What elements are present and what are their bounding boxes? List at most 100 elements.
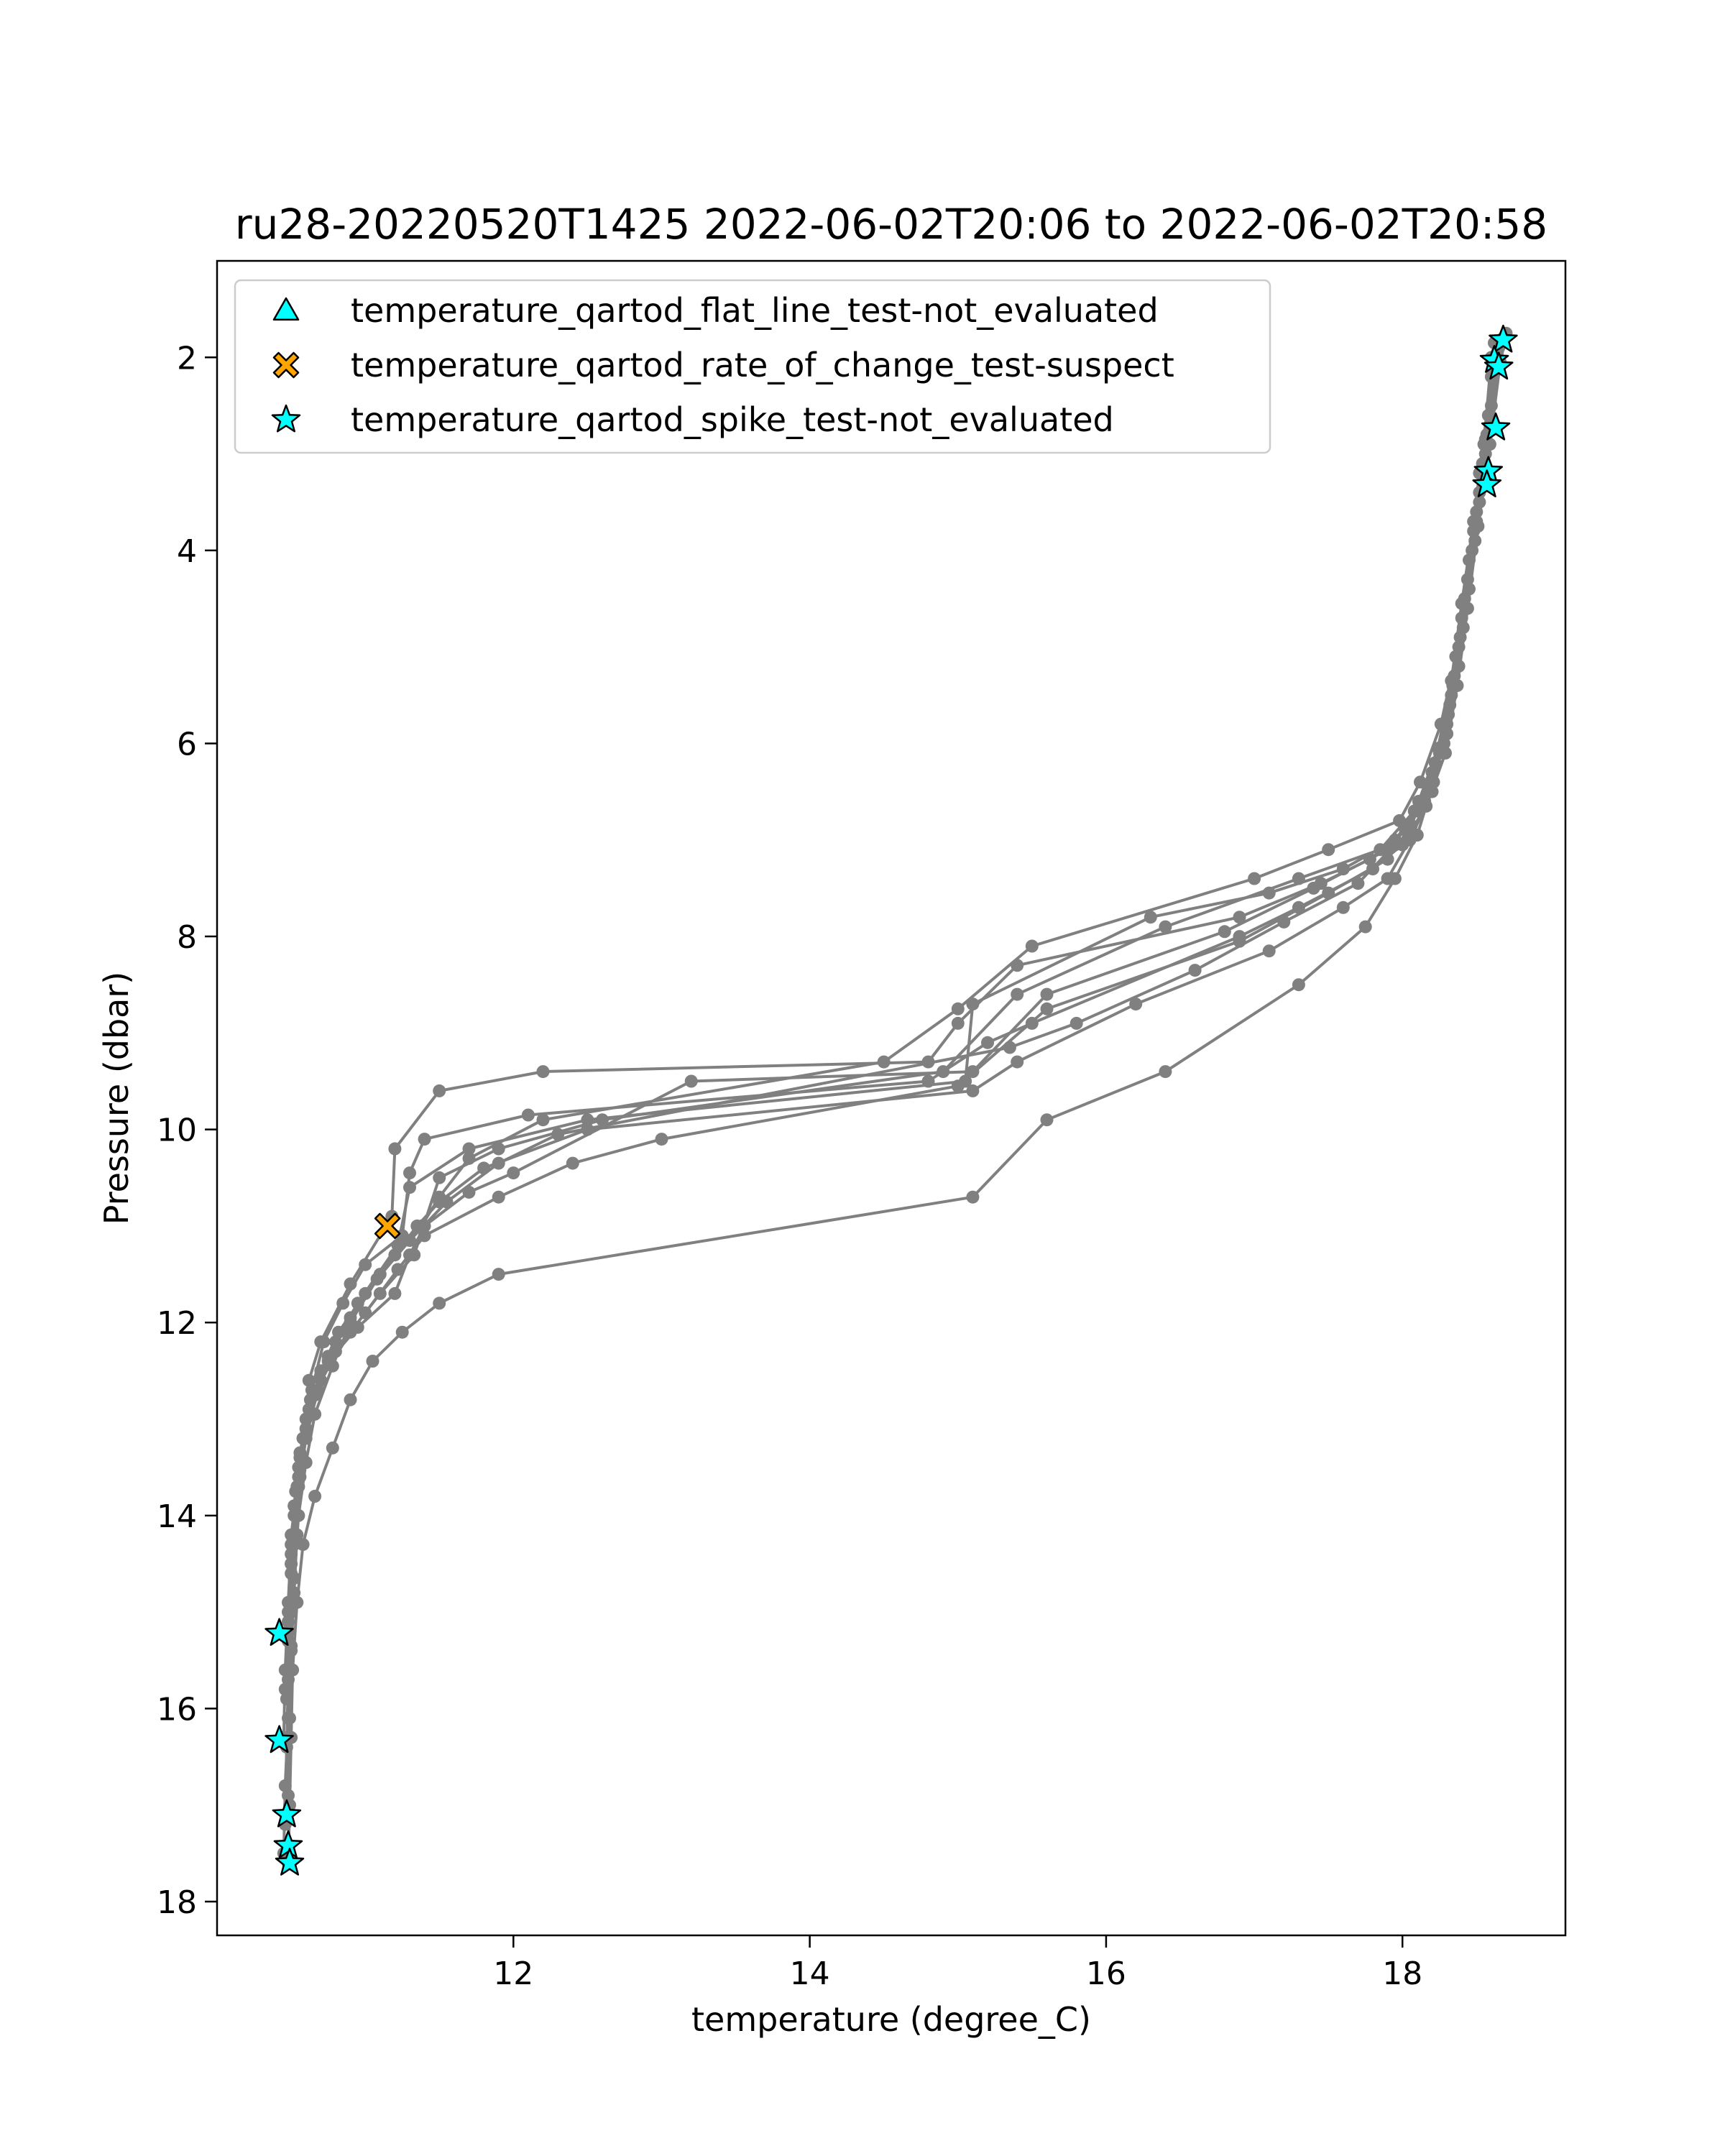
profile-line-9	[287, 376, 1493, 1632]
x-tick-label: 14	[790, 1955, 830, 1992]
profile-point	[966, 1084, 980, 1097]
profile-point	[1248, 872, 1261, 885]
plot-frame	[216, 259, 1567, 1937]
profile-point	[410, 1219, 424, 1233]
y-tick-label: 16	[157, 1691, 197, 1728]
profile-point	[1144, 911, 1157, 924]
profile-point	[1040, 1113, 1054, 1127]
y-axis: 2 4 6 8 10 12 14 16 18	[157, 340, 217, 1921]
y-tick-label: 14	[157, 1498, 197, 1535]
legend-label: temperature_qartod_rate_of_change_test-s…	[351, 346, 1174, 384]
profile-line-4	[287, 347, 1501, 1632]
profile-point	[359, 1306, 372, 1319]
y-tick-label: 4	[177, 533, 197, 570]
legend-label: temperature_qartod_flat_line_test-not_ev…	[351, 291, 1159, 330]
x-tick-label: 16	[1086, 1955, 1126, 1992]
star-flag-marker	[275, 1848, 305, 1876]
profile-point	[1262, 944, 1276, 958]
profile-point	[462, 1142, 476, 1156]
profile-point	[1358, 920, 1372, 934]
x-tick-label: 18	[1382, 1955, 1422, 1992]
profile-point	[1129, 998, 1143, 1011]
profile-point	[388, 1286, 402, 1300]
profile-point	[536, 1113, 550, 1127]
profile-point	[566, 1156, 579, 1170]
profile-point	[326, 1441, 339, 1455]
star-flag-marker	[1489, 324, 1518, 353]
profile-point	[1322, 843, 1335, 857]
x-tick-label: 12	[493, 1955, 533, 1992]
profile-point	[303, 1393, 317, 1406]
profile-point	[1070, 1016, 1083, 1030]
profiles-layer	[277, 326, 1513, 1870]
profile-point	[1445, 674, 1458, 688]
y-tick-label: 18	[157, 1884, 197, 1921]
star-flag-marker	[264, 1618, 294, 1646]
profile-point	[418, 1229, 431, 1243]
profile-point	[981, 1036, 994, 1049]
legend-triangle-icon	[272, 297, 300, 321]
profile-line-8	[287, 372, 1494, 1864]
profile-line-2	[283, 338, 1505, 1825]
profile-point	[1292, 978, 1305, 992]
profile-point	[440, 1195, 454, 1209]
profile-point	[1218, 925, 1231, 939]
profile-point	[596, 1113, 609, 1127]
profile-point	[282, 1789, 295, 1802]
star-flag-marker	[264, 1725, 294, 1754]
profile-point	[395, 1325, 409, 1339]
markers-layer	[264, 324, 1518, 1876]
profile-point	[1307, 881, 1320, 895]
profile-point	[492, 1156, 505, 1170]
profile-point	[1277, 915, 1291, 929]
profile-point	[1431, 742, 1445, 755]
profile-point	[462, 1151, 476, 1165]
profile-point	[344, 1393, 357, 1406]
profile-point	[1188, 964, 1202, 977]
profile-point	[1159, 1065, 1172, 1079]
profile-point	[1011, 1055, 1024, 1069]
profile-point	[507, 1166, 520, 1180]
profile-point	[308, 1490, 322, 1503]
profile-point	[370, 1272, 384, 1286]
profile-point	[286, 1663, 300, 1677]
profile-line-7	[282, 367, 1498, 1738]
profile-point	[288, 1572, 301, 1585]
profile-point	[877, 1055, 891, 1069]
y-tick-label: 6	[177, 726, 197, 763]
x-axis-label: temperature (degree_C)	[691, 2000, 1091, 2039]
profile-point	[1003, 1041, 1016, 1054]
star-flag-marker	[1472, 469, 1502, 497]
profile-point	[521, 1108, 535, 1122]
profile-point	[1011, 987, 1024, 1001]
y-tick-label: 8	[177, 919, 197, 956]
legend-x-icon	[272, 351, 300, 379]
profile-point	[1040, 987, 1054, 1001]
profile-point	[951, 1079, 965, 1093]
profile-point	[921, 1074, 935, 1088]
profile-point	[1292, 872, 1305, 885]
profile-point	[433, 1084, 446, 1097]
profile-point	[551, 1128, 565, 1141]
profile-point	[492, 1268, 505, 1281]
profile-point	[403, 1166, 416, 1180]
profile-point	[1025, 939, 1039, 953]
y-tick-label: 12	[157, 1305, 197, 1342]
legend-label: temperature_qartod_spike_test-not_evalua…	[351, 400, 1114, 439]
profile-point	[1351, 877, 1365, 890]
profile-point	[433, 1171, 446, 1184]
profile-point	[1455, 596, 1468, 610]
profile-point	[388, 1142, 402, 1156]
profile-point	[1393, 814, 1407, 827]
profile-point	[292, 1508, 305, 1522]
profile-point	[1388, 838, 1402, 852]
profile-point	[655, 1133, 668, 1146]
profile-point	[403, 1234, 416, 1248]
profile-point	[966, 1190, 980, 1204]
profile-point	[1233, 911, 1246, 924]
profile-point	[288, 1499, 301, 1513]
x-flag-marker	[374, 1212, 401, 1240]
profile-point	[293, 1446, 307, 1460]
legend-frame	[234, 279, 1271, 454]
